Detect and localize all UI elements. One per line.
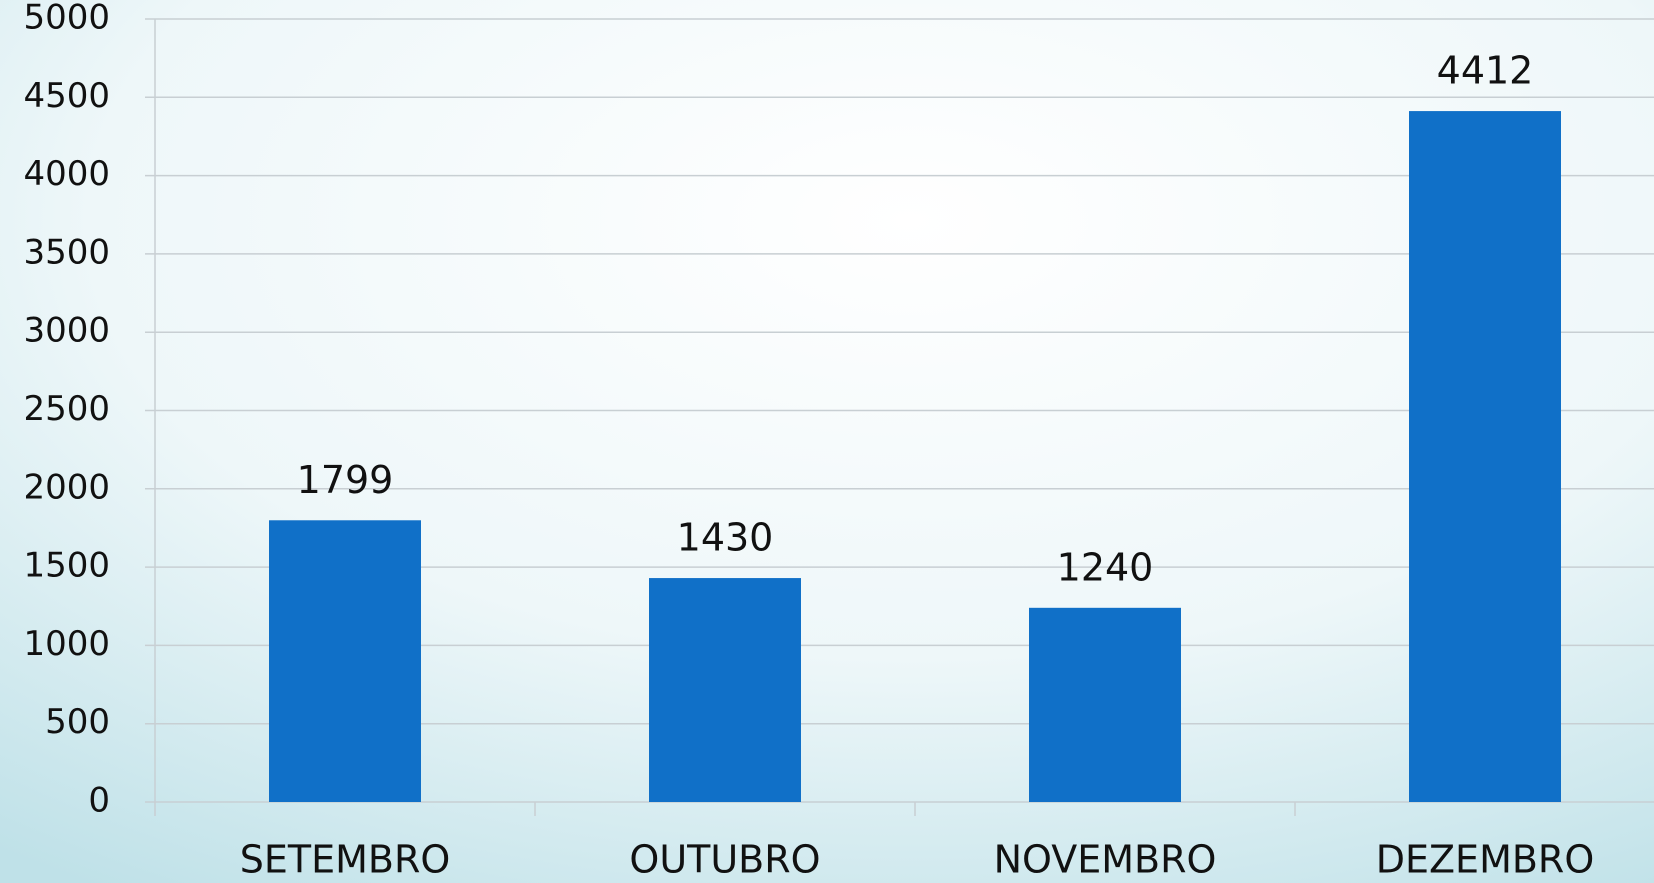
y-tick-label: 2500	[23, 389, 110, 429]
y-tick-label: 5000	[23, 0, 110, 38]
data-label: 1799	[297, 458, 394, 502]
y-tick-label: 0	[88, 781, 110, 821]
bar	[269, 520, 421, 802]
x-tick-label: DEZEMBRO	[1376, 838, 1594, 882]
y-tick-label: 3000	[23, 311, 110, 351]
y-tick-label: 1500	[23, 546, 110, 586]
y-tick-label: 3500	[23, 232, 110, 272]
bar	[649, 578, 801, 802]
y-tick-label: 1000	[23, 624, 110, 664]
data-label: 1430	[677, 516, 774, 560]
bar	[1029, 607, 1181, 802]
x-tick-label: NOVEMBRO	[994, 838, 1217, 882]
bar	[1409, 111, 1561, 802]
y-tick-label: 2000	[23, 467, 110, 507]
x-tick-label: SETEMBRO	[240, 838, 451, 882]
y-tick-label: 4000	[23, 154, 110, 194]
data-label: 4412	[1437, 49, 1534, 93]
y-tick-label: 4500	[23, 76, 110, 116]
x-tick-label: OUTUBRO	[629, 838, 820, 882]
y-tick-label: 500	[45, 702, 110, 742]
data-label: 1240	[1057, 545, 1154, 589]
